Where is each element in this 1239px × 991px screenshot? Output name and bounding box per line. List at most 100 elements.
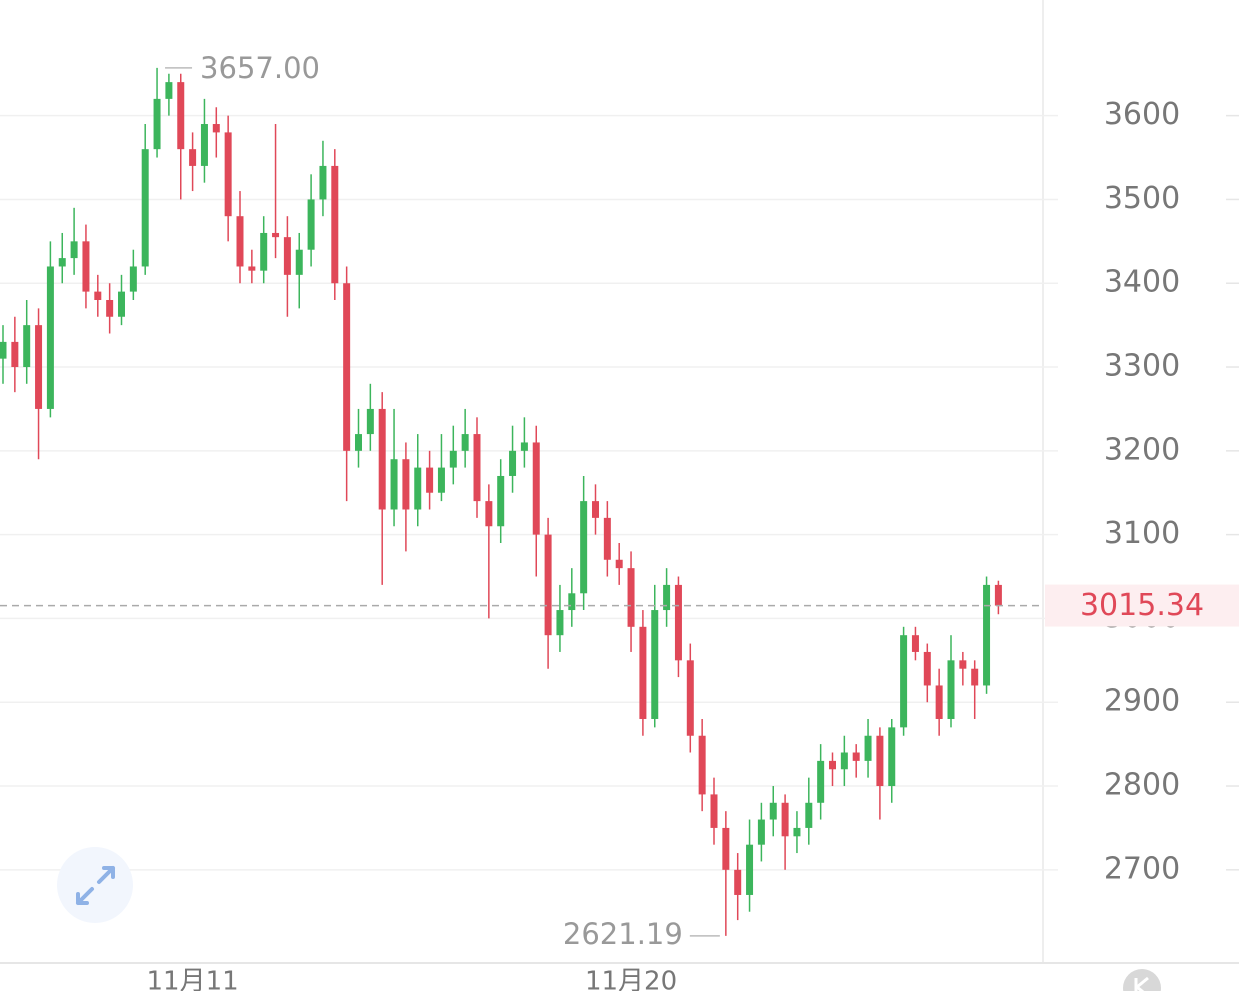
- candle-body: [497, 475, 505, 527]
- candle-body: [698, 735, 706, 795]
- candle-body: [520, 442, 528, 451]
- candle-body: [829, 760, 836, 770]
- candle-body: [248, 266, 256, 271]
- candle-body: [343, 283, 351, 451]
- y-tick-label: 2900: [1104, 684, 1180, 719]
- candle-body: [959, 660, 967, 669]
- candle-body: [0, 341, 7, 359]
- candle-body: [852, 752, 860, 761]
- candle-body: [983, 584, 991, 686]
- candle-body: [793, 827, 801, 837]
- candle-body: [663, 584, 671, 611]
- candle-body: [532, 442, 540, 535]
- candle-body: [82, 241, 90, 292]
- candle-body: [295, 249, 303, 275]
- candle-body: [900, 635, 908, 728]
- candle-body: [272, 232, 280, 238]
- y-tick-label: 2700: [1104, 851, 1180, 886]
- candle-body: [414, 467, 422, 510]
- candle-body: [568, 593, 576, 611]
- candle-body: [864, 735, 872, 761]
- candle-body: [674, 584, 682, 661]
- candle-body: [580, 501, 588, 594]
- candle-body: [390, 459, 398, 510]
- candle-body: [70, 241, 78, 259]
- candle-body: [911, 635, 919, 652]
- candle-body: [935, 685, 943, 719]
- candle-body: [722, 827, 730, 870]
- last-price-box: [1045, 584, 1239, 627]
- candle-body: [923, 651, 931, 686]
- candle-body: [437, 467, 445, 493]
- candle-body: [426, 467, 434, 493]
- candle-body: [366, 408, 374, 435]
- candle-body: [556, 610, 564, 636]
- candle-body: [46, 266, 54, 409]
- candle-body: [840, 752, 848, 770]
- last-price-label: 3015.34: [1080, 588, 1204, 623]
- k-button[interactable]: [1123, 969, 1161, 991]
- candle-body: [224, 132, 232, 217]
- candle-body: [757, 819, 765, 845]
- y-tick-label: 2800: [1104, 768, 1180, 803]
- plot: 2700280029003000310032003300340035003600…: [0, 51, 1239, 991]
- candle-body: [23, 325, 31, 368]
- candle-body: [876, 735, 884, 787]
- x-tick-label: 11月20: [585, 967, 677, 991]
- candle-body: [355, 434, 362, 451]
- candle-body: [971, 668, 979, 686]
- candle-body: [734, 869, 742, 895]
- expand-button[interactable]: [57, 847, 133, 923]
- candle-body: [331, 165, 339, 284]
- candle-body: [58, 258, 66, 267]
- candle-body: [686, 660, 694, 736]
- candle-body: [746, 844, 754, 895]
- candle-body: [461, 434, 469, 451]
- candle-body: [651, 610, 659, 719]
- candle-body: [781, 802, 789, 837]
- candle-body: [236, 216, 244, 267]
- candle-body: [283, 237, 291, 275]
- candle-body: [212, 124, 220, 133]
- candle-body: [509, 450, 517, 476]
- low-label: 2621.19: [563, 917, 683, 951]
- candle-body: [769, 802, 777, 820]
- candle-body: [189, 149, 197, 166]
- candle-body: [402, 459, 410, 510]
- candle-body: [449, 450, 457, 468]
- y-tick-label: 3200: [1104, 432, 1180, 467]
- candle-body: [817, 760, 825, 803]
- candle-body: [141, 149, 149, 267]
- x-tick-label: 11月11: [147, 967, 239, 991]
- y-tick-label: 3500: [1104, 181, 1180, 216]
- candle-body: [200, 124, 208, 166]
- candle-body: [307, 199, 315, 250]
- candle-body: [94, 291, 102, 300]
- candle-body: [805, 802, 813, 828]
- candle-body: [485, 501, 493, 527]
- candle-body: [106, 299, 114, 317]
- high-label: 3657.00: [200, 51, 320, 85]
- k-icon: [1134, 976, 1149, 991]
- candle-body: [11, 341, 19, 368]
- candle-body: [615, 559, 623, 569]
- expand-icon: [76, 866, 115, 905]
- candle-body: [260, 232, 268, 271]
- candle-body: [165, 82, 173, 99]
- candle-body: [473, 434, 481, 502]
- candle-body: [592, 501, 599, 518]
- candle-body: [129, 266, 137, 292]
- candle-body: [35, 325, 43, 409]
- y-tick-label: 3100: [1104, 516, 1180, 551]
- y-tick-label: 3400: [1104, 265, 1180, 300]
- candle-body: [378, 408, 386, 510]
- candle-body: [153, 98, 161, 150]
- candle-body: [639, 626, 647, 719]
- candle-body: [603, 517, 611, 560]
- y-tick-label: 3600: [1104, 97, 1180, 132]
- y-tick-label: 3300: [1104, 349, 1180, 384]
- candle-body: [177, 82, 185, 150]
- candle-body: [888, 727, 896, 787]
- candle-body: [627, 568, 635, 627]
